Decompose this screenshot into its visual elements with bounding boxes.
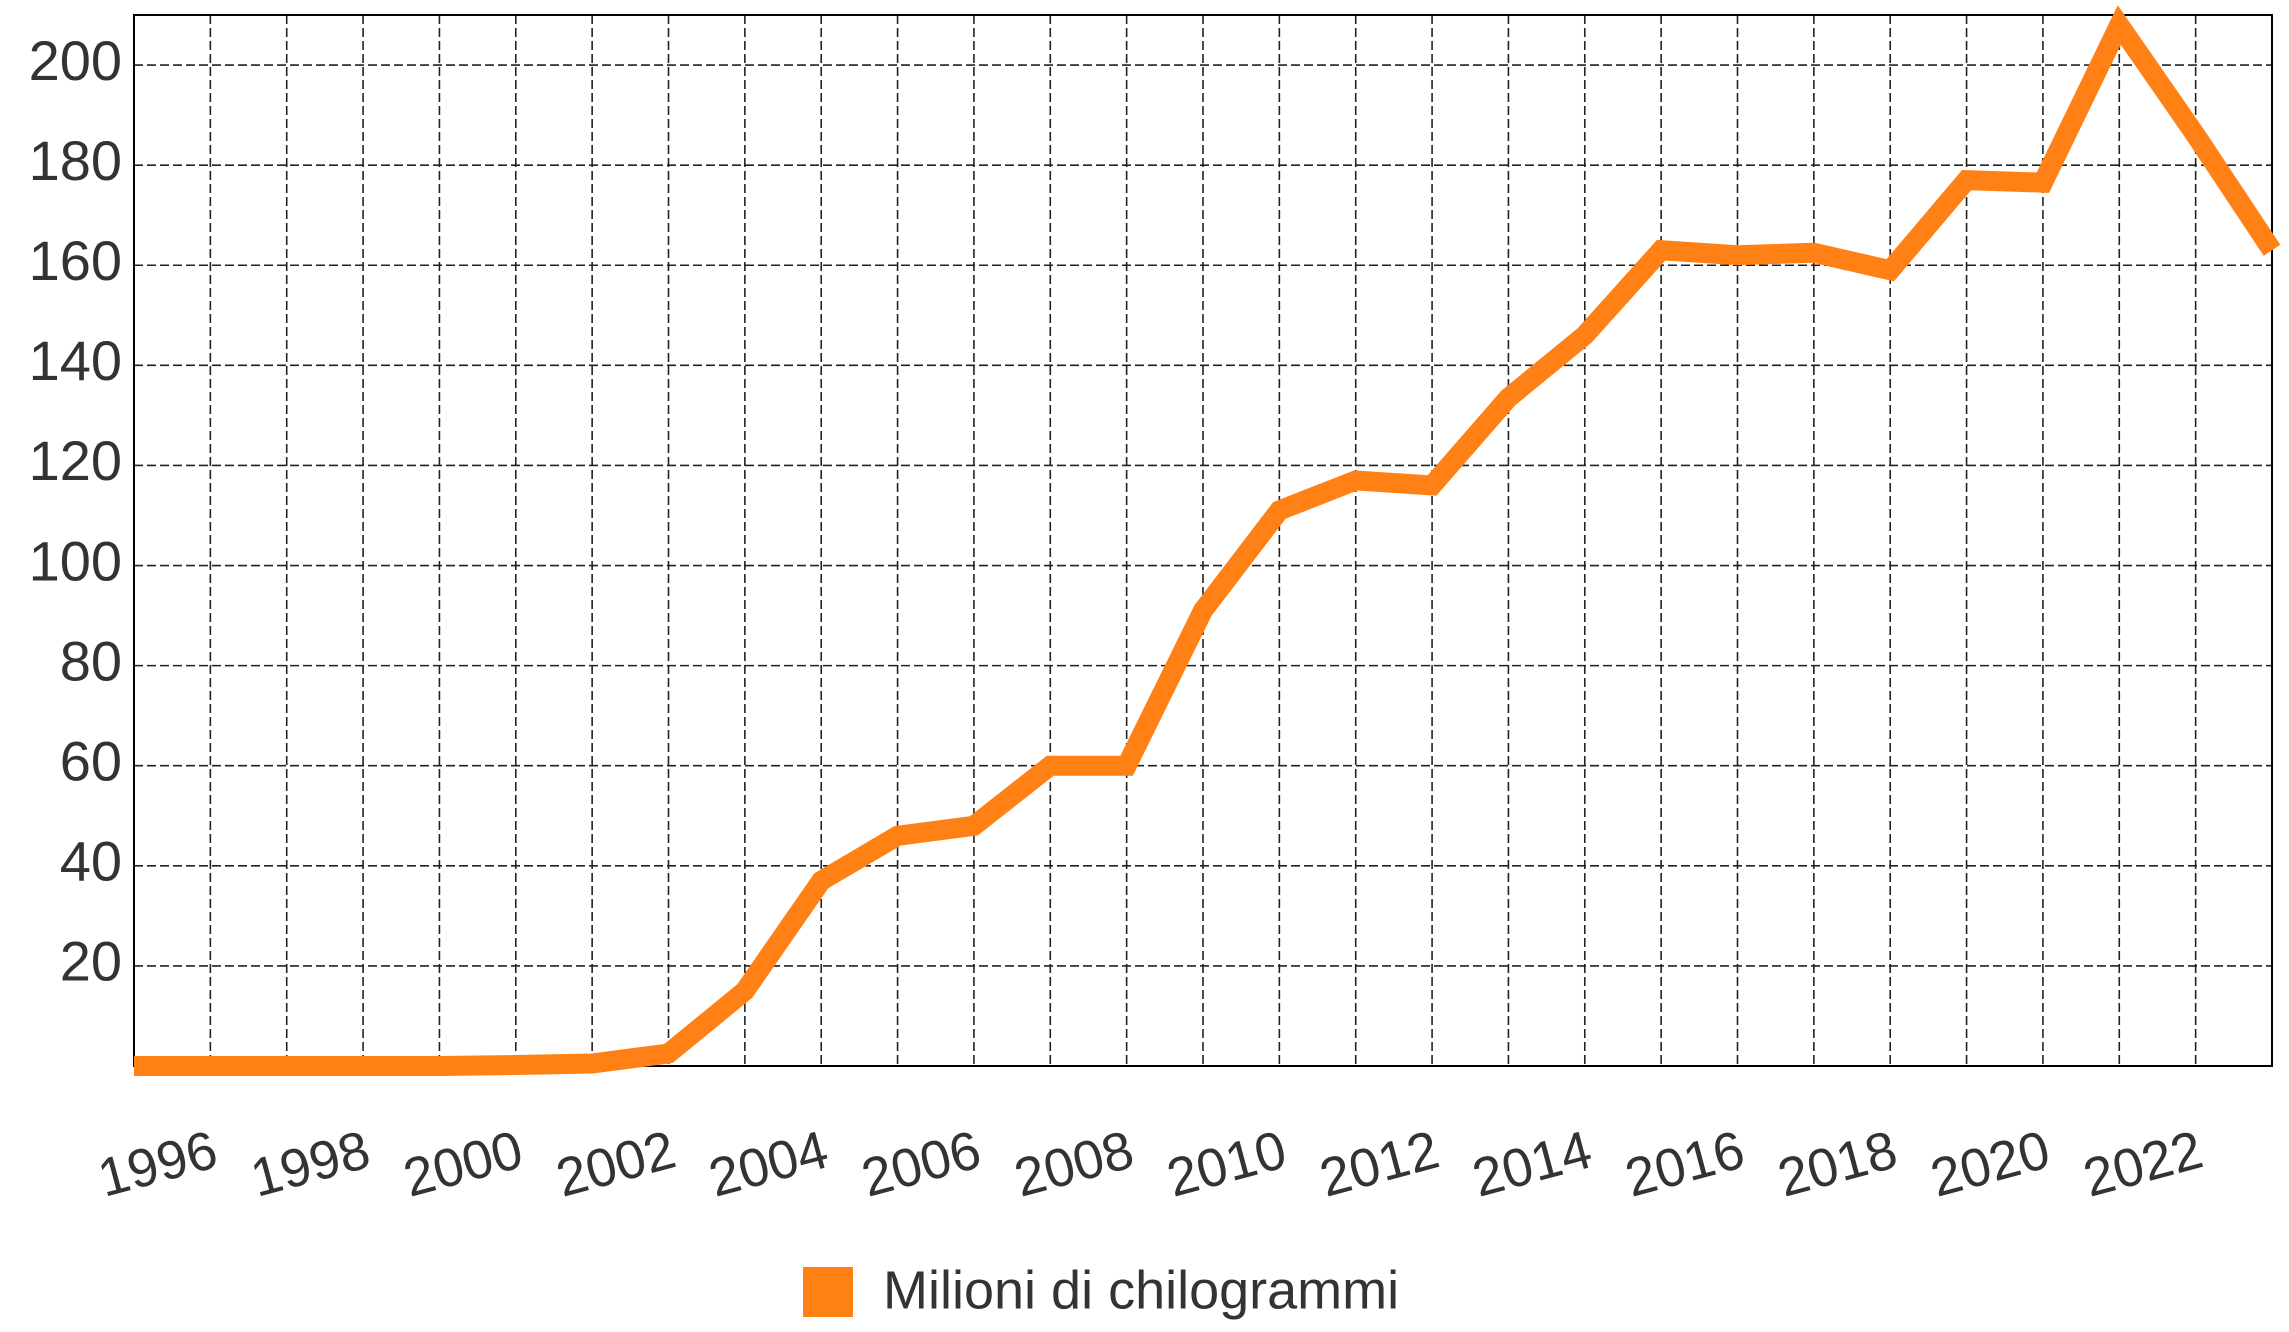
y-tick-label: 200 <box>29 29 122 92</box>
x-tick-label: 2008 <box>1008 1120 1140 1209</box>
y-tick-label: 140 <box>29 329 122 392</box>
y-tick-label: 120 <box>29 429 122 492</box>
legend-swatch <box>803 1267 853 1317</box>
x-tick-label: 2010 <box>1161 1120 1293 1209</box>
x-tick-label: 2014 <box>1466 1120 1598 1209</box>
x-tick-label: 2012 <box>1314 1120 1446 1209</box>
plot-frame <box>133 14 2273 1067</box>
x-tick-label: 2004 <box>703 1120 835 1209</box>
x-tick-label: 2002 <box>550 1120 682 1209</box>
x-tick-label: 2022 <box>2077 1120 2209 1209</box>
x-tick-label: 2000 <box>397 1120 529 1209</box>
y-tick-label: 60 <box>60 730 122 793</box>
x-tick-label: 2018 <box>1772 1120 1904 1209</box>
x-tick-label: 2016 <box>1619 1120 1751 1209</box>
x-tick-label: 2006 <box>855 1120 987 1209</box>
legend-label: Milioni di chilogrammi <box>883 1260 1399 1320</box>
y-tick-label: 20 <box>60 930 122 993</box>
y-tick-label: 160 <box>29 229 122 292</box>
data-line <box>134 5 2281 1076</box>
y-tick-label: 100 <box>29 529 122 592</box>
y-tick-label: 40 <box>60 830 122 893</box>
y-tick-label: 180 <box>29 129 122 192</box>
x-tick-label: 1996 <box>92 1120 224 1209</box>
y-tick-label: 80 <box>60 629 122 692</box>
x-tick-label: 1998 <box>245 1120 377 1209</box>
x-tick-label: 2020 <box>1924 1120 2056 1209</box>
